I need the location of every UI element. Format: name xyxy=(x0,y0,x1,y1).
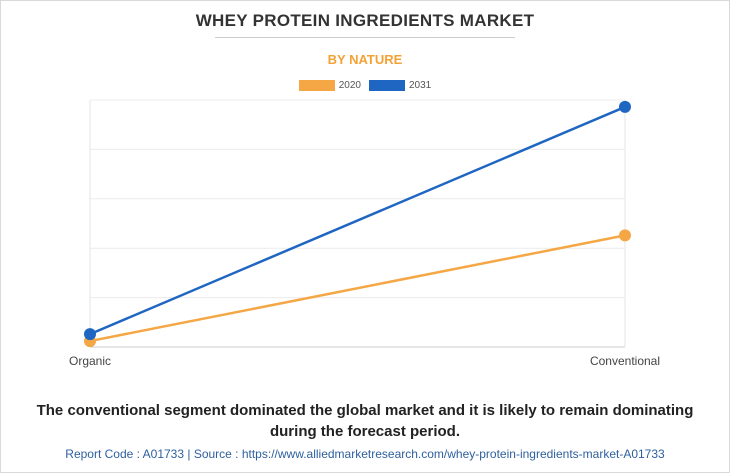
series-line-2031 xyxy=(89,105,626,336)
x-tick-label-organic: Organic xyxy=(69,354,111,368)
legend-swatch-2020 xyxy=(298,80,335,91)
chart-legend: 2020 2031 xyxy=(0,80,730,91)
legend-item-2020: 2020 xyxy=(298,80,361,91)
series-line-2020 xyxy=(89,234,626,343)
source-footer: Report Code : A01733 | Source : https://… xyxy=(65,447,665,461)
legend-label-2031: 2031 xyxy=(409,80,432,91)
title-divider xyxy=(215,37,515,38)
chart-title: WHEY PROTEIN INGREDIENTS MARKET xyxy=(195,11,535,30)
legend-label-2020: 2020 xyxy=(338,80,361,91)
chart-subtitle: BY NATURE xyxy=(327,52,403,67)
legend-item-2031: 2031 xyxy=(369,80,431,91)
data-point-2020-conventional xyxy=(619,229,631,242)
x-tick-label-conventional: Conventional xyxy=(590,354,660,368)
chart-caption: The conventional segment dominated the g… xyxy=(0,400,730,442)
caption-line-2: during the forecast period. xyxy=(269,423,461,440)
caption-line-1: The conventional segment dominated the g… xyxy=(36,402,694,419)
data-point-2031-organic xyxy=(84,328,96,341)
data-point-2031-conventional xyxy=(619,100,631,113)
legend-swatch-2031 xyxy=(369,80,405,91)
